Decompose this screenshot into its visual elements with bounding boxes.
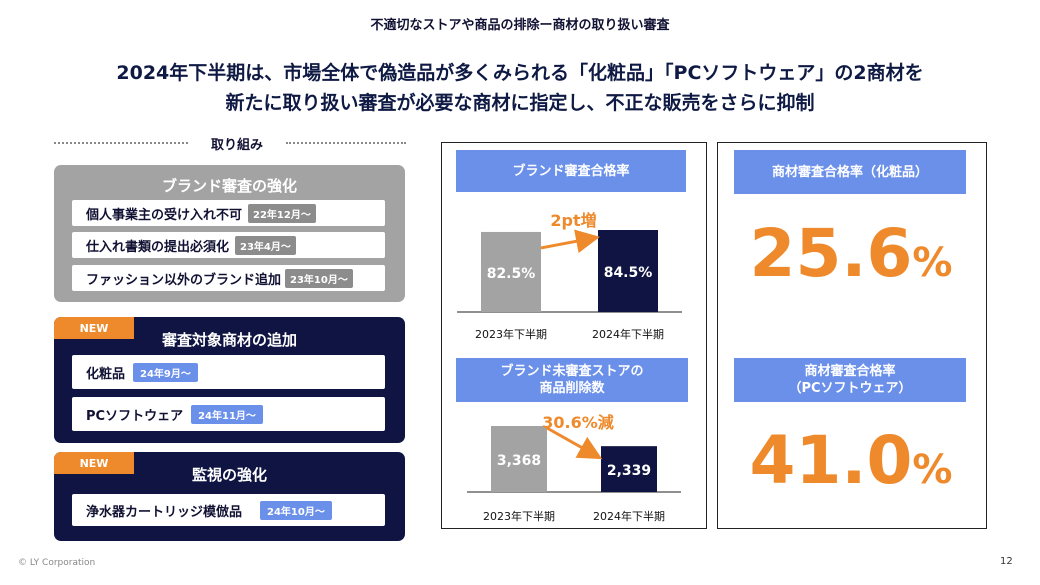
chart-title-chip: ブランド審査合格率 xyxy=(456,150,686,192)
chart-title-chip: ブランド未審査ストアの 商品削除数 xyxy=(456,358,688,402)
kpi-value: 25.6% xyxy=(717,215,985,292)
kpi-value: 41.0% xyxy=(717,422,985,499)
new-tag: NEW xyxy=(54,452,134,474)
panel-monitoring: NEW 監視の強化 浄水器カートリッジ模倣品 24年10月〜 xyxy=(54,452,405,541)
item-label: 個人事業主の受け入れ不可 xyxy=(86,207,243,223)
charts-box xyxy=(441,142,707,529)
x-tick-label: 2024年下半期 xyxy=(592,327,664,341)
item-label: 浄水器カートリッジ模倣品 xyxy=(86,504,243,520)
chart-bar xyxy=(491,426,547,492)
chart-bar xyxy=(601,446,657,492)
kpi-title-chip: 商材審査合格率 （PCソフトウェア） xyxy=(734,358,966,402)
list-item: ファッション以外のブランド追加 23年10月〜 xyxy=(72,265,385,291)
section-label: 取り組み xyxy=(210,138,263,153)
date-badge: 23年10月〜 xyxy=(285,268,353,288)
kpi-unit: % xyxy=(912,447,953,493)
kpi-number: 41.0 xyxy=(749,422,913,499)
trend-arrow xyxy=(540,229,600,254)
list-item: 仕入れ書類の提出必須化 23年4月〜 xyxy=(72,232,385,258)
list-item: 化粧品 24年9月〜 xyxy=(72,355,385,389)
kpi-number: 25.6 xyxy=(749,215,913,292)
bar-value-label: 84.5% xyxy=(604,265,653,281)
date-badge: 24年9月〜 xyxy=(133,362,198,382)
bar-value-label: 82.5% xyxy=(487,266,536,282)
page-number: 12 xyxy=(1000,556,1013,567)
list-item: PCソフトウェア 24年11月〜 xyxy=(72,397,385,431)
date-badge: 22年12月〜 xyxy=(248,203,316,223)
x-tick-label: 2023年下半期 xyxy=(475,327,547,341)
date-badge: 24年10月〜 xyxy=(260,500,332,520)
slide-subtitle: 不適切なストアや商品の排除ー商材の取り扱い審査 xyxy=(370,18,670,33)
x-tick-label: 2023年下半期 xyxy=(483,509,555,523)
dotted-divider-left xyxy=(54,142,188,144)
panel-brand-review: ブランド審査の強化 個人事業主の受け入れ不可 22年12月〜 仕入れ書類の提出必… xyxy=(54,165,405,302)
item-label: ファッション以外のブランド追加 xyxy=(86,272,282,288)
panel-added-categories: NEW 審査対象商材の追加 化粧品 24年9月〜 PCソフトウェア 24年11月… xyxy=(54,317,405,443)
list-item: 浄水器カートリッジ模倣品 24年10月〜 xyxy=(72,494,385,526)
change-annotation: 2pt増 xyxy=(550,211,596,230)
list-item: 個人事業主の受け入れ不可 22年12月〜 xyxy=(72,200,385,226)
headline-line-2: 新たに取り扱い審査が必要な商材に指定し、不正な販売をさらに抑制 xyxy=(225,92,815,114)
change-annotation: 30.6%減 xyxy=(542,413,614,432)
kpi-title-chip: 商材審査合格率（化粧品） xyxy=(734,150,966,194)
x-tick-label: 2024年下半期 xyxy=(593,509,665,523)
item-label: 化粧品 xyxy=(86,366,126,382)
panel-title: ブランド審査の強化 xyxy=(161,177,297,195)
copyright: © LY Corporation xyxy=(18,558,96,568)
headline-line-1: 2024年下半期は、市場全体で偽造品が多くみられる「化粧品」「PCソフトウェア」… xyxy=(116,62,924,84)
item-label: 仕入れ書類の提出必須化 xyxy=(86,239,230,255)
item-label: PCソフトウェア xyxy=(86,408,184,424)
date-badge: 24年11月〜 xyxy=(191,404,263,424)
dotted-divider-right xyxy=(286,142,406,144)
kpi-unit: % xyxy=(912,240,953,286)
bar-value-label: 2,339 xyxy=(607,463,651,479)
chart-bar xyxy=(481,231,541,312)
date-badge: 23年4月〜 xyxy=(235,235,296,255)
new-tag: NEW xyxy=(54,317,134,339)
panel-title: 審査対象商材の追加 xyxy=(161,331,297,349)
trend-arrow xyxy=(546,426,603,460)
kpi-box xyxy=(717,142,987,529)
bar-value-label: 3,368 xyxy=(497,453,541,469)
bar-charts-svg: 82.5% 2023年下半期 84.5% 2024年下半期 2pt増 3,368 2023… xyxy=(457,211,682,523)
chart-bar xyxy=(598,230,658,312)
panel-title: 監視の強化 xyxy=(191,466,267,484)
